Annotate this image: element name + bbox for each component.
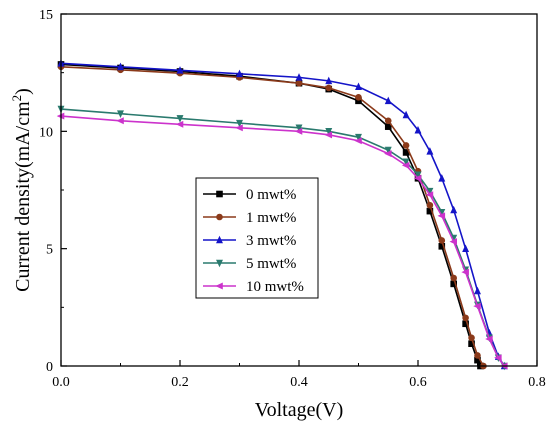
x-tick-label: 0.4 [290,375,308,390]
data-point [485,335,493,343]
data-point [176,66,184,74]
data-point [176,115,184,123]
data-point [116,117,124,125]
data-point [384,96,392,105]
series-0 [57,61,484,370]
x-tick-label: 0.8 [528,375,546,390]
ticks-layer: 0.0 0.2 0.4 0.6 0.8 0 5 10 15 [39,8,546,390]
data-point [438,237,446,244]
data-point [384,117,392,125]
data-point [461,268,469,276]
data-point [402,158,410,167]
legend-item: 3 mwt% [203,233,296,249]
data-point [414,171,422,179]
data-point [414,125,422,134]
y-tick-label: 5 [46,243,53,258]
y-axis-title: Current density(mA/cm2) [9,88,34,292]
data-point [473,302,481,310]
data-point [494,354,502,362]
data-point [402,142,410,149]
data-point [401,161,410,169]
data-point [295,73,303,81]
data-point [175,120,184,128]
series-line [60,115,505,367]
data-point [216,213,223,221]
legend-label: 1 mwt% [246,210,296,226]
series-2 [57,59,508,370]
legend: 0 mwt% 1 mwt% 3 mwt% 5 mwt% 10 mwt% [195,177,319,299]
data-point [438,174,446,182]
data-point [450,205,458,214]
data-point [355,82,362,91]
data-point [384,150,392,158]
series-line [60,62,505,367]
legend-label: 5 mwt% [246,256,296,272]
data-point [215,282,223,290]
data-point [295,79,303,87]
legend-box [195,177,319,299]
data-point [413,174,422,182]
data-point [474,286,481,295]
y-axis-title-end: ) [12,88,34,95]
x-tick-label: 0.2 [171,375,189,390]
data-point [437,212,446,220]
legend-label: 3 mwt% [246,233,296,249]
data-point [384,146,392,155]
data-point [295,124,303,133]
data-point [236,119,243,128]
legend-label: 10 mwt% [246,279,304,295]
data-point [402,110,410,119]
data-point [294,127,303,135]
data-point [117,62,124,71]
data-point [354,137,362,145]
data-point [426,201,434,209]
data-point [324,131,333,139]
legend-label: 0 mwt% [246,187,296,203]
data-point [474,352,481,359]
data-point [462,244,470,252]
data-point [216,190,223,198]
legend-item: 10 mwt% [203,279,304,295]
data-point [468,334,475,342]
data-point [235,124,243,132]
series-4 [56,112,508,370]
series-layer [56,59,508,371]
data-point [355,94,362,101]
data-point [325,76,333,85]
y-axis-title-main: Current density(mA/cm [12,101,34,292]
legend-item: 0 mwt% [203,187,296,203]
data-point [216,235,223,244]
data-point [236,69,243,78]
data-point [426,147,434,155]
legend-item: 1 mwt% [203,210,296,226]
data-point [462,314,469,322]
data-point [117,110,124,118]
x-tick-label: 0.0 [52,375,70,390]
data-point [450,274,458,282]
x-axis-title: Voltage(V) [255,399,344,421]
data-point [425,191,434,199]
data-point [325,84,333,92]
y-tick-label: 15 [39,8,53,23]
y-tick-label: 0 [46,360,53,375]
x-tick-label: 0.6 [409,375,427,390]
y-tick-label: 10 [39,125,53,140]
legend-item: 5 mwt% [203,256,296,272]
data-point [216,259,223,268]
data-point [355,133,362,142]
y-axis-title-sup: 2 [9,95,24,102]
data-point [325,128,333,136]
data-point [449,238,458,246]
